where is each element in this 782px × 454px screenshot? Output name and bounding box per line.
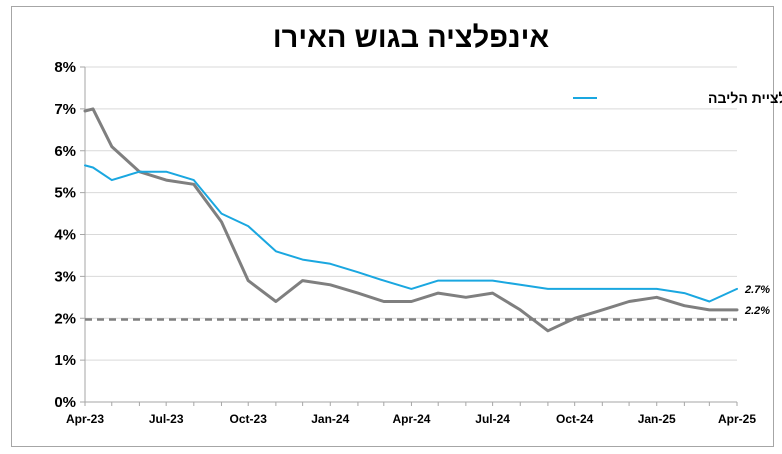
- end-labels: 2.7% 2.2%: [744, 284, 770, 317]
- y-tick-label: 4%: [54, 227, 76, 244]
- y-tick-label: 7%: [54, 101, 76, 118]
- y-tick-label: 3%: [54, 268, 76, 285]
- data-label-core-end: 2.7%: [744, 284, 770, 296]
- y-tick-label: 0%: [54, 394, 76, 411]
- series-lines: [83, 107, 739, 333]
- series-line-core-inflation: [84, 164, 738, 303]
- x-tick-label: Jul-23: [149, 412, 184, 426]
- legend-label-core: אינפלציית הליבה: [708, 90, 782, 106]
- y-tick-label: 6%: [54, 143, 76, 160]
- x-axis-ticks: Apr-23 Jul-23 Oct-23 Jan-24 Apr-24 Jul-24 Oct-…: [66, 412, 756, 426]
- x-tick-label: Jan-24: [311, 412, 349, 426]
- y-tick-label: 5%: [54, 185, 76, 202]
- gridlines: [85, 66, 737, 361]
- data-label-headline-end: 2.2%: [744, 305, 770, 317]
- series-line-headline-inflation: [83, 107, 739, 333]
- x-tick-label: Oct-23: [230, 412, 268, 426]
- y-tick-label: 2%: [54, 310, 76, 327]
- axes: [80, 66, 738, 406]
- x-tick-label: Apr-25: [718, 412, 756, 426]
- x-tick-label: Apr-23: [66, 412, 104, 426]
- x-tick-label: Jul-24: [475, 412, 510, 426]
- x-tick-label: Apr-24: [392, 412, 430, 426]
- x-tick-label: Oct-24: [556, 412, 594, 426]
- y-axis-ticks: 0% 1% 2% 3% 4% 5% 6% 7% 8%: [54, 59, 76, 411]
- chart-title: אינפלציה בגוש האירו: [273, 22, 549, 54]
- y-tick-label: 8%: [54, 59, 76, 76]
- x-tick-label: Jan-25: [638, 412, 676, 426]
- legend: אינפלציית הליבה: [573, 90, 782, 106]
- chart-frame: [11, 6, 774, 447]
- y-tick-label: 1%: [54, 352, 76, 369]
